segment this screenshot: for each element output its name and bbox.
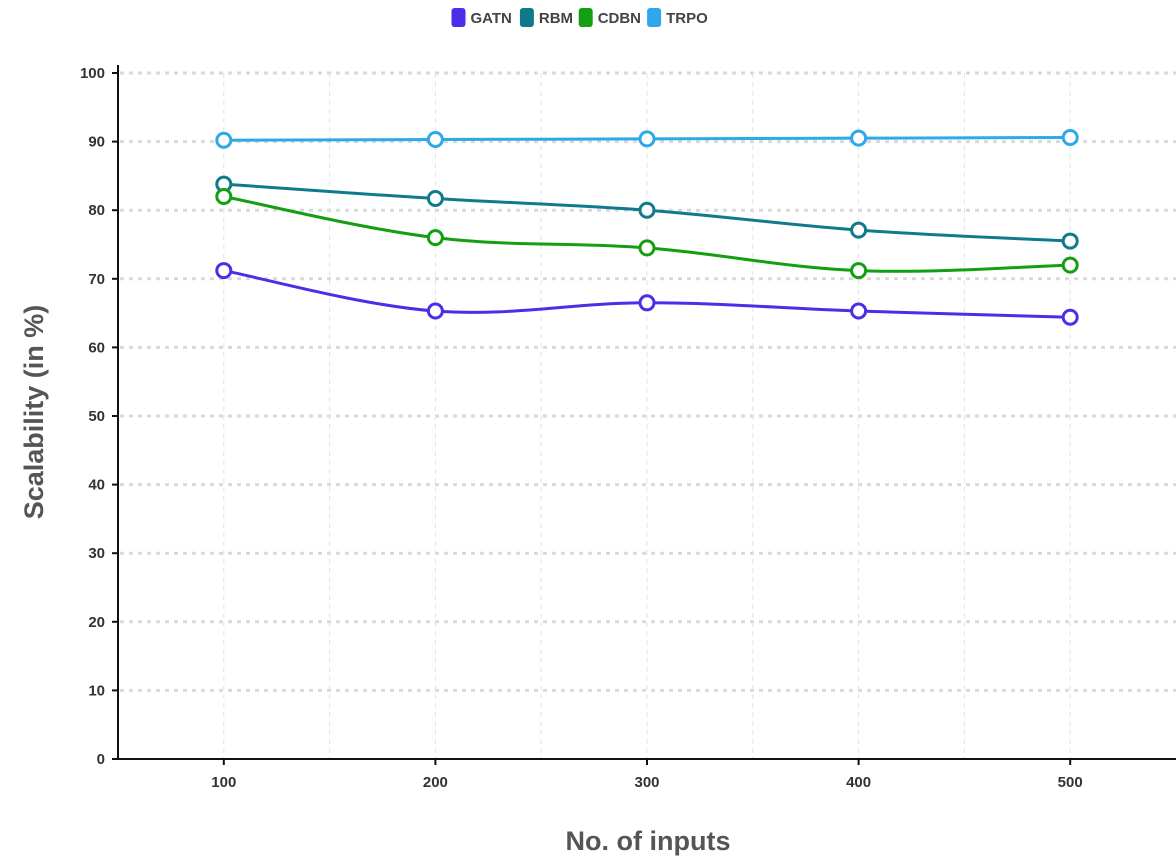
data-point-gatn <box>426 302 444 320</box>
data-point-rbm <box>850 221 868 239</box>
axes: 0 10 20 30 40 50 60 70 80 90 100 100 200 300 400 500 <box>80 65 1176 791</box>
x-tick-label: 200 <box>423 774 448 791</box>
data-point-trpo <box>850 129 868 147</box>
legend-item-cdbn[interactable]: CDBN <box>578 8 641 27</box>
legend-item-gatn[interactable]: GATN <box>451 8 512 27</box>
legend-swatch-gatn <box>451 8 466 27</box>
y-tick-label: 100 <box>80 65 105 82</box>
legend-swatch-cdbn <box>578 8 593 27</box>
data-point-gatn <box>215 262 233 280</box>
data-point-gatn <box>1061 308 1079 326</box>
y-tick-label: 70 <box>88 271 105 288</box>
legend-label-trpo: TRPO <box>666 10 708 27</box>
data-point-rbm <box>638 201 656 219</box>
legend-item-trpo[interactable]: TRPO <box>647 8 708 27</box>
series-cdbn <box>215 187 1079 280</box>
legend-label-cdbn: CDBN <box>598 10 641 27</box>
legend-swatch-trpo <box>647 8 662 27</box>
y-tick-label: 0 <box>97 751 105 768</box>
data-point-cdbn <box>215 187 233 205</box>
data-point-cdbn <box>1061 256 1079 274</box>
legend-label-gatn: GATN <box>471 10 512 27</box>
y-tick-label: 40 <box>88 477 105 494</box>
y-tick-label: 50 <box>88 408 105 425</box>
data-point-rbm <box>1061 232 1079 250</box>
data-point-trpo <box>1061 128 1079 146</box>
data-point-cdbn <box>638 239 656 257</box>
x-axis-title: No. of inputs <box>566 826 731 856</box>
data-point-trpo <box>426 131 444 149</box>
series-trpo <box>215 128 1079 149</box>
x-tick-label: 500 <box>1058 774 1083 791</box>
data-point-rbm <box>426 190 444 208</box>
data-point-gatn <box>850 302 868 320</box>
y-tick-label: 10 <box>88 682 105 699</box>
legend-swatch-rbm <box>519 8 534 27</box>
y-tick-label: 30 <box>88 545 105 562</box>
y-tick-label: 90 <box>88 134 105 151</box>
data-point-cdbn <box>850 262 868 280</box>
y-tick-label: 20 <box>88 614 105 631</box>
legend-label-rbm: RBM <box>539 10 573 27</box>
data-point-gatn <box>638 294 656 312</box>
grid <box>120 71 1176 759</box>
y-tick-label: 80 <box>88 202 105 219</box>
data-point-cdbn <box>426 229 444 247</box>
series-gatn <box>215 262 1079 326</box>
x-tick-label: 100 <box>211 774 236 791</box>
legend-item-rbm[interactable]: RBM <box>519 8 573 27</box>
x-tick-label: 400 <box>846 774 871 791</box>
y-axis-title: Scalability (in %) <box>19 305 49 520</box>
data-point-trpo <box>215 131 233 149</box>
series <box>215 128 1079 326</box>
x-tick-label: 300 <box>634 774 659 791</box>
legend: GATN RBM CDBN TRPO <box>451 8 708 27</box>
y-tick-label: 60 <box>88 339 105 356</box>
data-point-trpo <box>638 130 656 148</box>
series-rbm <box>215 175 1079 250</box>
